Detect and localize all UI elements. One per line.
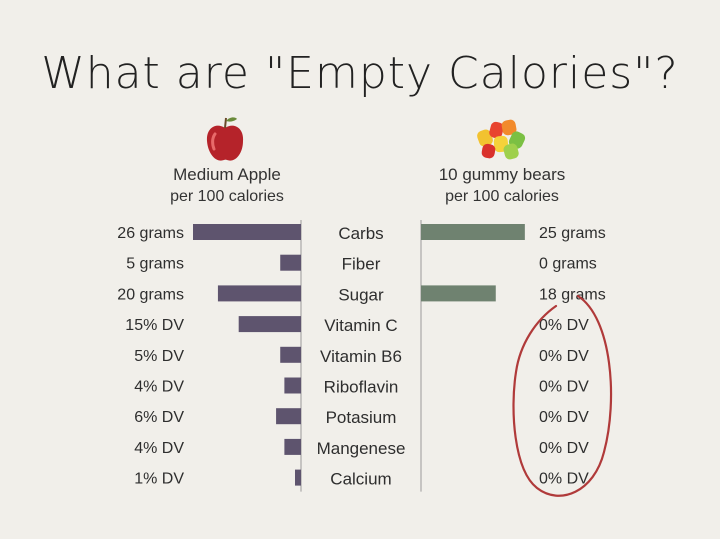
category-label-calcium: Calcium — [330, 470, 391, 489]
apple-bar-fiber — [280, 254, 301, 271]
gummy-value-label-riboflavin: 0% DV — [539, 379, 589, 396]
apple-value-label-sugar: 20 grams — [117, 286, 184, 303]
apple-bar-mangenese — [284, 438, 301, 455]
apple-value-label-fiber: 5 grams — [126, 256, 184, 273]
apple-bar-calcium — [295, 469, 301, 486]
category-label-vitamin-c: Vitamin C — [324, 316, 397, 335]
gummy-bar-sugar — [421, 285, 496, 302]
gummy-value-label-vitamin-c: 0% DV — [539, 317, 589, 334]
highlight-circle — [512, 294, 613, 497]
right-header-subtitle: per 100 calories — [445, 188, 559, 205]
right-header-title: 10 gummy bears — [438, 165, 566, 184]
apple-value-label-vitamin-b6: 5% DV — [134, 348, 184, 365]
gummy-value-label-carbs: 25 grams — [539, 225, 606, 242]
category-label-mangenese: Mangenese — [317, 439, 406, 458]
gummy-bears-icon — [477, 119, 526, 160]
apple-value-label-carbs: 26 grams — [117, 225, 184, 242]
gummy-value-label-calcium: 0% DV — [539, 471, 589, 488]
apple-bar-riboflavin — [284, 377, 301, 394]
category-label-sugar: Sugar — [338, 285, 384, 304]
apple-bar-carbs — [193, 224, 301, 240]
apple-icon — [206, 117, 244, 161]
left-header-subtitle: per 100 calories — [170, 188, 284, 205]
gummy-value-label-potasium: 0% DV — [539, 409, 589, 426]
right-header: 10 gummy bears per 100 calories — [412, 164, 592, 208]
apple-bar-potasium — [276, 408, 301, 425]
gummy-value-label-sugar: 18 grams — [539, 286, 606, 303]
apple-bar-vitamin-c — [238, 316, 301, 333]
apple-value-label-riboflavin: 4% DV — [134, 379, 184, 396]
category-label-fiber: Fiber — [342, 255, 381, 274]
category-label-riboflavin: Riboflavin — [324, 378, 399, 397]
gummy-value-label-vitamin-b6: 0% DV — [539, 348, 589, 365]
category-label-potasium: Potasium — [326, 408, 397, 427]
category-label-vitamin-b6: Vitamin B6 — [320, 347, 402, 366]
category-label-carbs: Carbs — [338, 224, 383, 243]
apple-bar-sugar — [217, 285, 301, 302]
apple-value-label-calcium: 1% DV — [134, 471, 184, 488]
left-header-title: Medium Apple — [173, 165, 281, 184]
gummy-value-label-fiber: 0 grams — [539, 256, 597, 273]
apple-value-label-vitamin-c: 15% DV — [125, 317, 184, 334]
gummy-value-label-mangenese: 0% DV — [539, 440, 589, 457]
gummy-bar-carbs — [421, 224, 525, 240]
chart-title: What are "Empty Calories"? — [41, 48, 679, 99]
left-header: Medium Apple per 100 calories — [140, 164, 314, 208]
apple-bar-vitamin-b6 — [280, 346, 301, 363]
apple-value-label-potasium: 6% DV — [134, 409, 184, 426]
apple-value-label-mangenese: 4% DV — [134, 440, 184, 457]
